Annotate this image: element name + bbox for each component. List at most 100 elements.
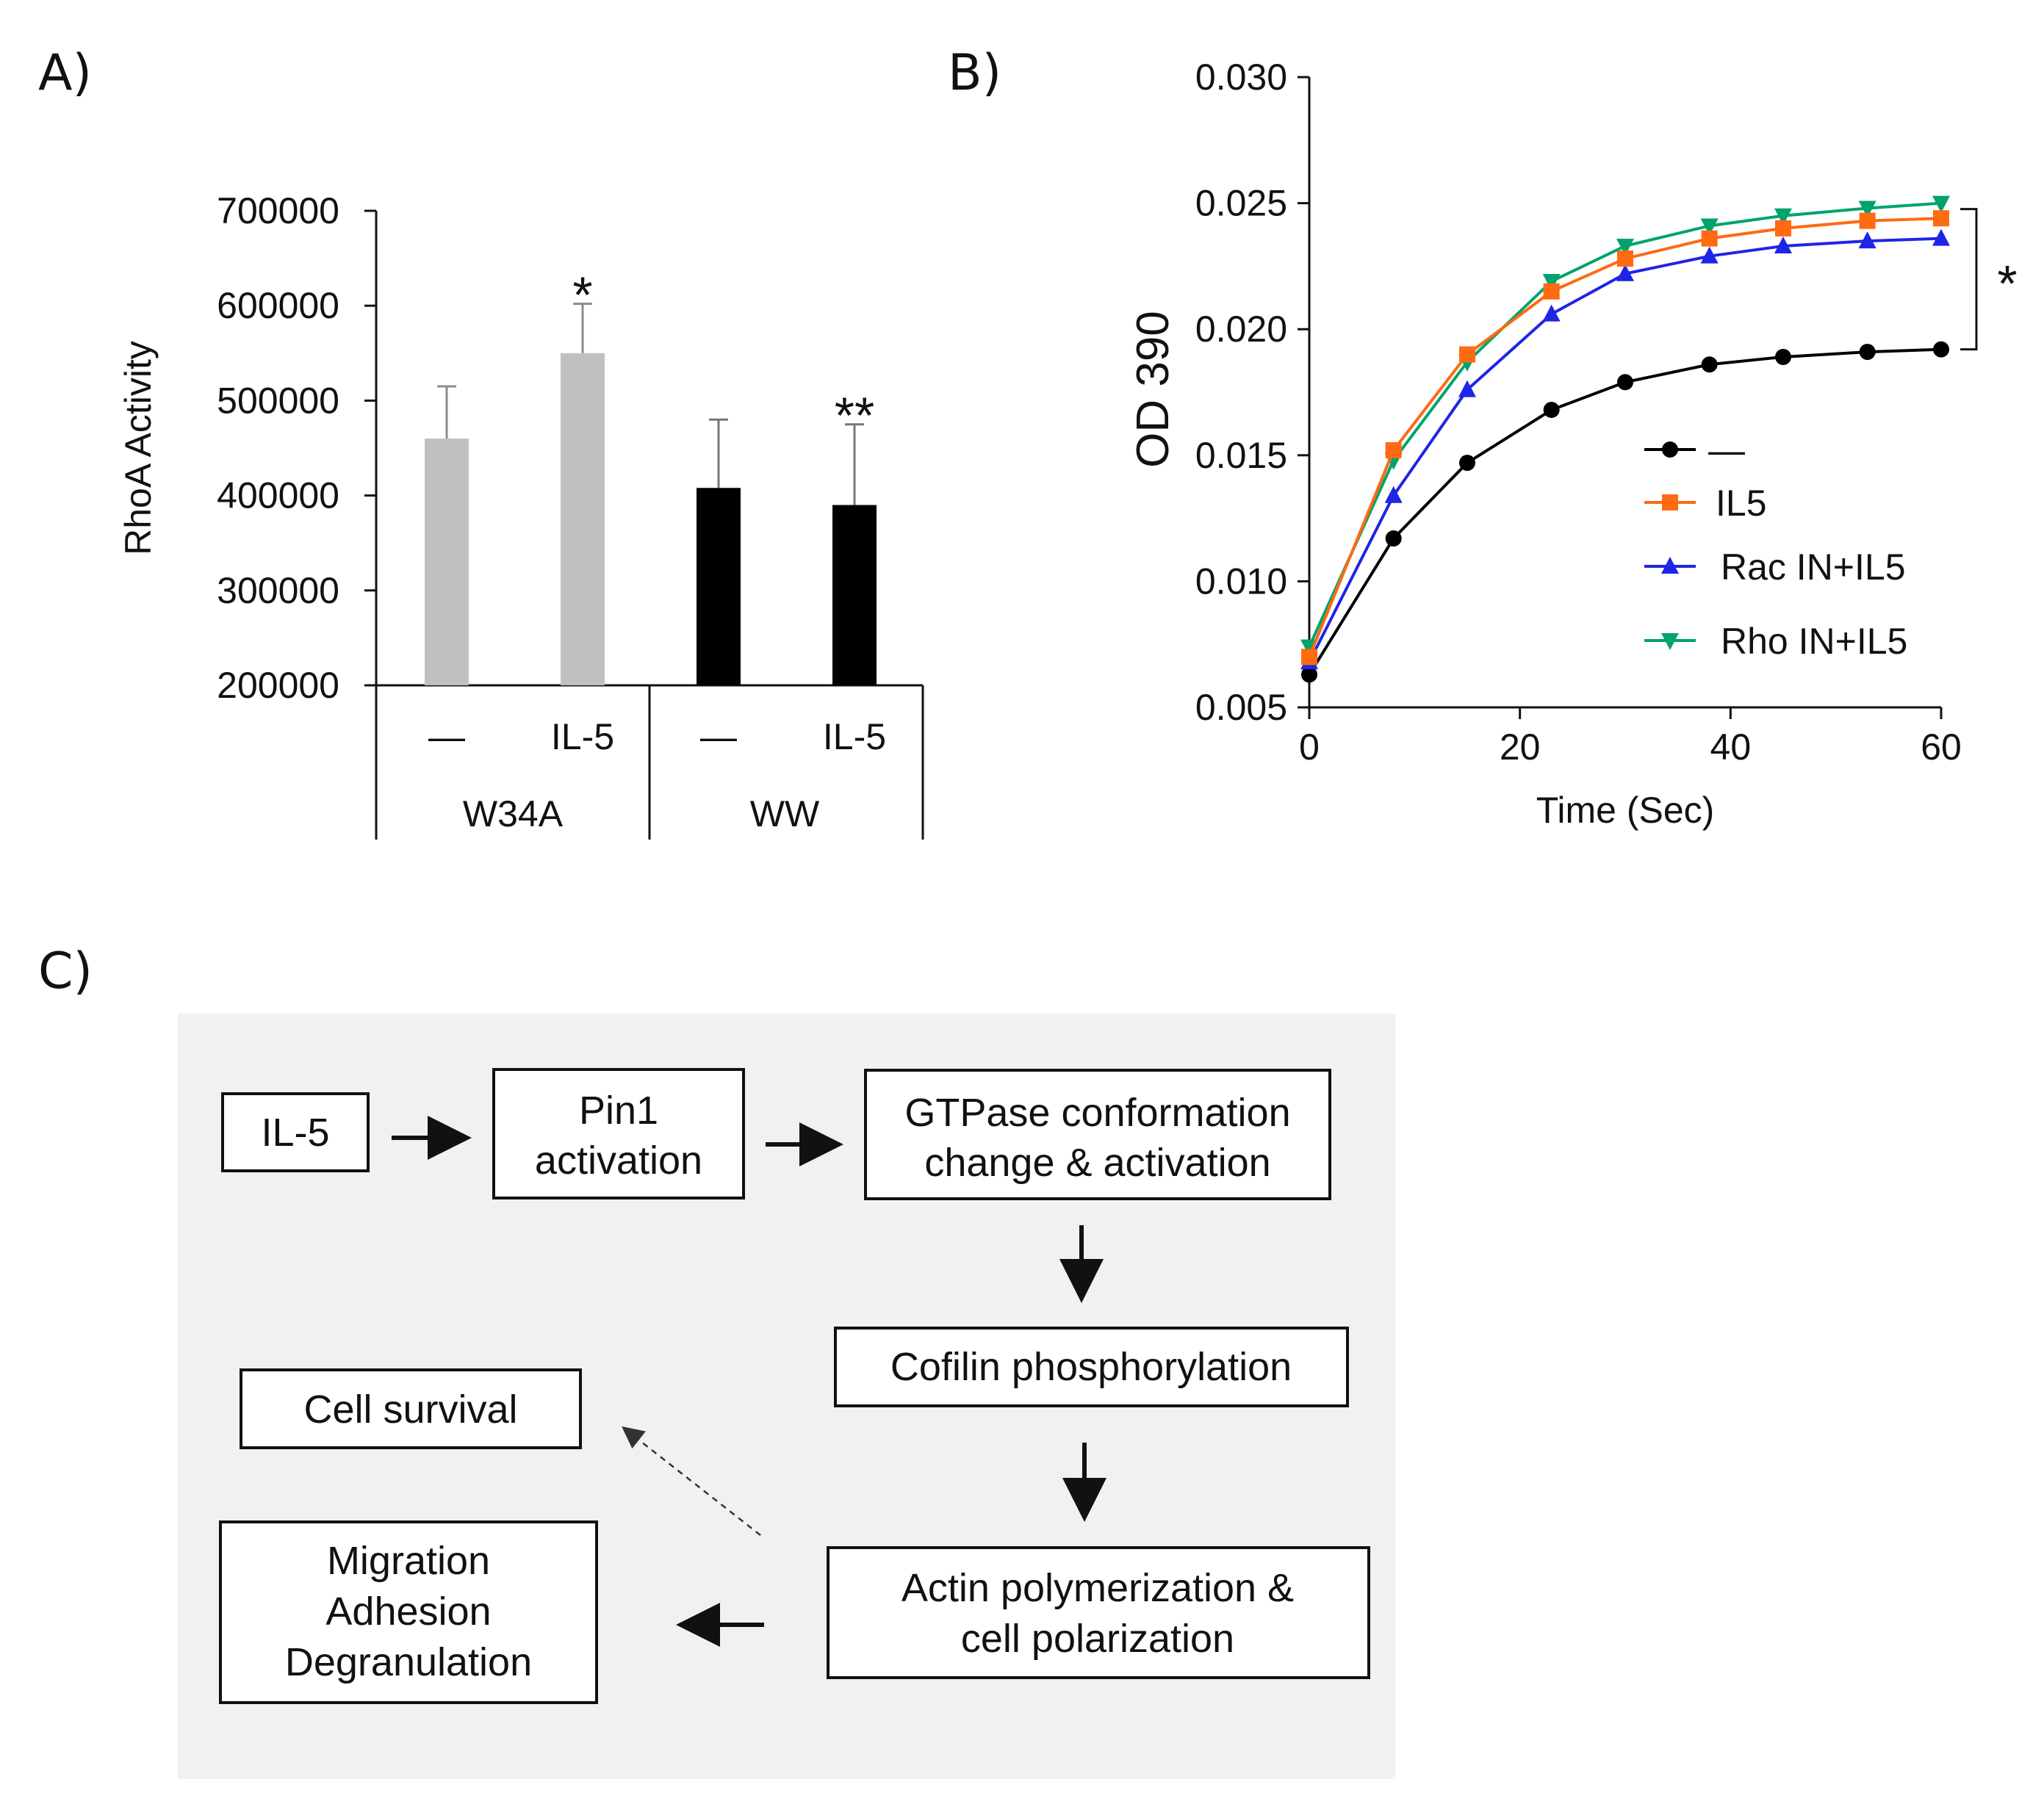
x-tick-label: 40 (1710, 726, 1752, 768)
data-point (1543, 283, 1560, 300)
data-point (1775, 348, 1791, 365)
data-point (1701, 230, 1718, 247)
series-1 (1301, 210, 1949, 665)
node-cofilin (834, 1327, 1349, 1407)
bar-w34a-control (425, 439, 469, 685)
series-group (1300, 195, 1950, 683)
node-pin1-label: Pin1 (579, 1089, 658, 1133)
data-point (1458, 380, 1476, 397)
data-point (1859, 212, 1876, 229)
series-2 (1300, 228, 1950, 670)
data-point (1617, 374, 1633, 391)
legend-marker (1662, 494, 1678, 510)
category-label: IL-5 (823, 716, 886, 757)
node-survival (240, 1368, 582, 1449)
significance-bracket (1960, 208, 1978, 351)
y-tick-label: 500000 (217, 380, 339, 421)
data-point (1858, 231, 1876, 249)
significance-star: * (1997, 255, 2017, 312)
pathway-diagram: IL-5 Pin1 activation GTPase conformation… (178, 1014, 1395, 1779)
data-point (1616, 238, 1634, 256)
data-point (1301, 649, 1317, 665)
y-tick-label: 0.030 (1195, 57, 1287, 98)
category-label: IL-5 (551, 716, 614, 757)
node-survival-label: Cell survival (303, 1388, 517, 1432)
x-ticks: 0 20 40 60 (1299, 707, 1962, 768)
legend-marker (1662, 441, 1678, 458)
node-pin1 (492, 1068, 745, 1199)
series-0 (1301, 341, 1949, 683)
legend-marker (1661, 633, 1679, 650)
category-label: — (700, 716, 737, 757)
data-point (1933, 210, 1949, 227)
node-gtpase (864, 1069, 1331, 1200)
legend-label: — (1708, 430, 1745, 471)
node-actin-label: cell polarization (961, 1617, 1234, 1661)
panel-label-b: B) (948, 44, 1001, 102)
data-point (1859, 344, 1876, 361)
node-gtpase-label: change & activation (924, 1141, 1270, 1185)
data-point (1542, 304, 1561, 322)
data-point (1385, 530, 1402, 547)
group-label-ww: WW (750, 793, 820, 834)
y-tick-label: 0.015 (1195, 435, 1287, 476)
data-point (1459, 455, 1475, 472)
data-point (1459, 346, 1475, 363)
data-point (1774, 236, 1792, 253)
x-tick-label: 20 (1500, 726, 1541, 768)
y-ticks: 0.005 0.010 0.015 0.020 0.025 0.030 (1195, 57, 1309, 728)
bar-chart-rhoa: 200000 300000 400000 500000 600000 700000 Rho… (118, 190, 924, 840)
data-point (1774, 208, 1792, 226)
data-point (1385, 441, 1402, 458)
legend-label: Rho IN+IL5 (1721, 621, 1907, 662)
node-migration-label: Migration (327, 1539, 490, 1583)
category-label: — (428, 716, 465, 757)
data-point (1932, 228, 1950, 246)
data-point (1700, 218, 1719, 236)
data-point (1701, 356, 1718, 373)
y-tick-label: 400000 (217, 475, 339, 516)
x-tick-label: 0 (1299, 726, 1320, 768)
panel-label-c: C) (38, 942, 93, 1000)
data-point (1858, 201, 1876, 218)
legend-label: Rac IN+IL5 (1721, 546, 1906, 588)
y-tick-label: 0.025 (1195, 183, 1287, 224)
legend-marker (1661, 557, 1679, 574)
arrow-actin-to-survival-dashed (622, 1426, 761, 1536)
data-point (1775, 220, 1791, 237)
node-migration (219, 1520, 598, 1704)
node-il5 (221, 1092, 370, 1172)
node-pin1-label: activation (535, 1139, 702, 1183)
significance-star-w34a: * (572, 267, 592, 324)
y-tick-label: 0.010 (1195, 560, 1287, 602)
bar-ww-control (697, 488, 741, 685)
data-point (1700, 246, 1719, 264)
data-point (1301, 666, 1317, 683)
node-il5-label: IL-5 (261, 1111, 329, 1155)
data-point (1617, 250, 1633, 267)
group-label-w34a: W34A (463, 793, 564, 834)
y-tick-label: 600000 (217, 285, 339, 326)
node-cofilin-label: Cofilin phosphorylation (890, 1345, 1292, 1389)
y-tick-label: 700000 (217, 190, 339, 231)
error-bars (437, 303, 864, 505)
data-point (1543, 402, 1560, 419)
significance-star-ww: ** (835, 387, 874, 444)
node-actin-label: Actin polymerization & (902, 1566, 1294, 1610)
y-tick-label: 200000 (217, 665, 339, 706)
node-actin (827, 1546, 1370, 1679)
legend-label: IL5 (1716, 483, 1767, 524)
node-migration-label: Degranulation (285, 1640, 532, 1684)
data-point (1932, 195, 1950, 213)
x-tick-label: 60 (1921, 726, 1962, 768)
y-ticks: 200000 300000 400000 500000 600000 700000 (217, 190, 376, 706)
y-axis-title: OD 390 (1128, 311, 1178, 468)
data-point (1542, 273, 1561, 291)
series-line (1308, 237, 1942, 663)
bar-w34a-il5 (561, 353, 605, 685)
series-line (1308, 217, 1942, 658)
y-tick-label: 300000 (217, 570, 339, 611)
panel-label-a: A) (38, 44, 92, 102)
line-chart-od390: 0.005 0.010 0.015 0.020 0.025 0.030 0 20 40 60 O… (1128, 57, 2018, 831)
